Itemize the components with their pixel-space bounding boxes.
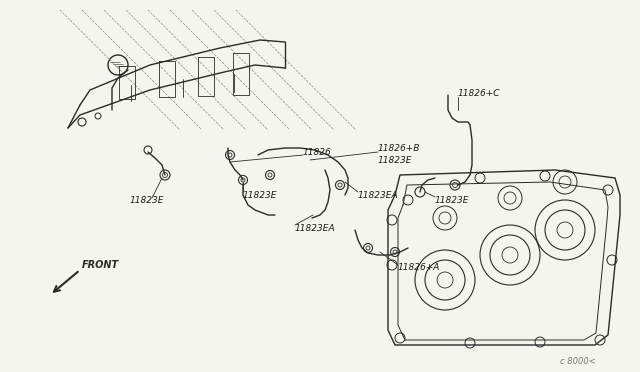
- Text: 11826: 11826: [303, 148, 332, 157]
- Text: FRONT: FRONT: [82, 260, 119, 270]
- Text: 11823E: 11823E: [435, 196, 470, 205]
- Text: 11823EA: 11823EA: [358, 190, 399, 199]
- Text: 11826+C: 11826+C: [458, 89, 500, 97]
- Text: 11823EA: 11823EA: [295, 224, 335, 232]
- Text: c 8000<: c 8000<: [560, 357, 596, 366]
- Text: 11826+B: 11826+B: [378, 144, 420, 153]
- Text: 11823E: 11823E: [243, 190, 278, 199]
- Text: 11823E: 11823E: [130, 196, 164, 205]
- Text: 11823E: 11823E: [378, 155, 413, 164]
- Text: 11826+A: 11826+A: [398, 263, 440, 273]
